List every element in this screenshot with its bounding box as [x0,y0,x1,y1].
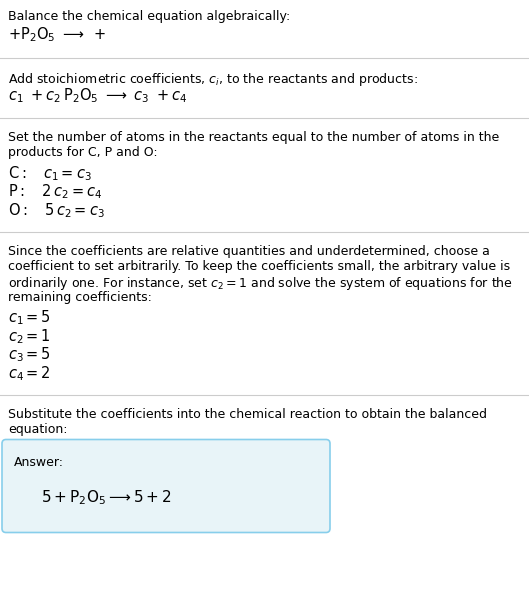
Text: ordinarily one. For instance, set $c_2 = 1$ and solve the system of equations fo: ordinarily one. For instance, set $c_2 =… [8,276,513,292]
Text: products for C, P and O:: products for C, P and O: [8,147,158,160]
Text: $+ \mathrm{P_2O_5}\ \longrightarrow\ +$: $+ \mathrm{P_2O_5}\ \longrightarrow\ +$ [8,25,106,44]
Text: $5  + \mathrm{P_2O_5}  \longrightarrow  5  + 2$: $5 + \mathrm{P_2O_5} \longrightarrow 5 +… [41,488,172,507]
Text: Substitute the coefficients into the chemical reaction to obtain the balanced: Substitute the coefficients into the che… [8,408,487,420]
Text: $\mathrm{P{:}}\ \ \ 2\,c_2 = c_4$: $\mathrm{P{:}}\ \ \ 2\,c_2 = c_4$ [8,183,102,201]
Text: $c_4 = 2$: $c_4 = 2$ [8,364,51,383]
Text: $\mathrm{C{:}}\ \ \ c_1 = c_3$: $\mathrm{C{:}}\ \ \ c_1 = c_3$ [8,164,92,183]
Text: equation:: equation: [8,423,68,436]
Text: $c_1 = 5$: $c_1 = 5$ [8,309,51,327]
Text: remaining coefficients:: remaining coefficients: [8,291,152,304]
Text: $c_3 = 5$: $c_3 = 5$ [8,346,51,364]
Text: coefficient to set arbitrarily. To keep the coefficients small, the arbitrary va: coefficient to set arbitrarily. To keep … [8,260,510,273]
Text: Balance the chemical equation algebraically:: Balance the chemical equation algebraica… [8,10,290,23]
Text: Add stoichiometric coefficients, $c_i$, to the reactants and products:: Add stoichiometric coefficients, $c_i$, … [8,71,418,87]
Text: $c_1\ + c_2\,\mathrm{P_2O_5}\ \longrightarrow\ c_3\ + c_4$: $c_1\ + c_2\,\mathrm{P_2O_5}\ \longright… [8,86,187,105]
Text: Answer:: Answer: [14,455,64,469]
Text: Since the coefficients are relative quantities and underdetermined, choose a: Since the coefficients are relative quan… [8,244,490,257]
FancyBboxPatch shape [2,440,330,532]
Text: $\mathrm{O{:}}\ \ \ 5\,c_2 = c_3$: $\mathrm{O{:}}\ \ \ 5\,c_2 = c_3$ [8,201,105,219]
Text: Set the number of atoms in the reactants equal to the number of atoms in the: Set the number of atoms in the reactants… [8,131,499,144]
Text: $c_2 = 1$: $c_2 = 1$ [8,327,51,346]
